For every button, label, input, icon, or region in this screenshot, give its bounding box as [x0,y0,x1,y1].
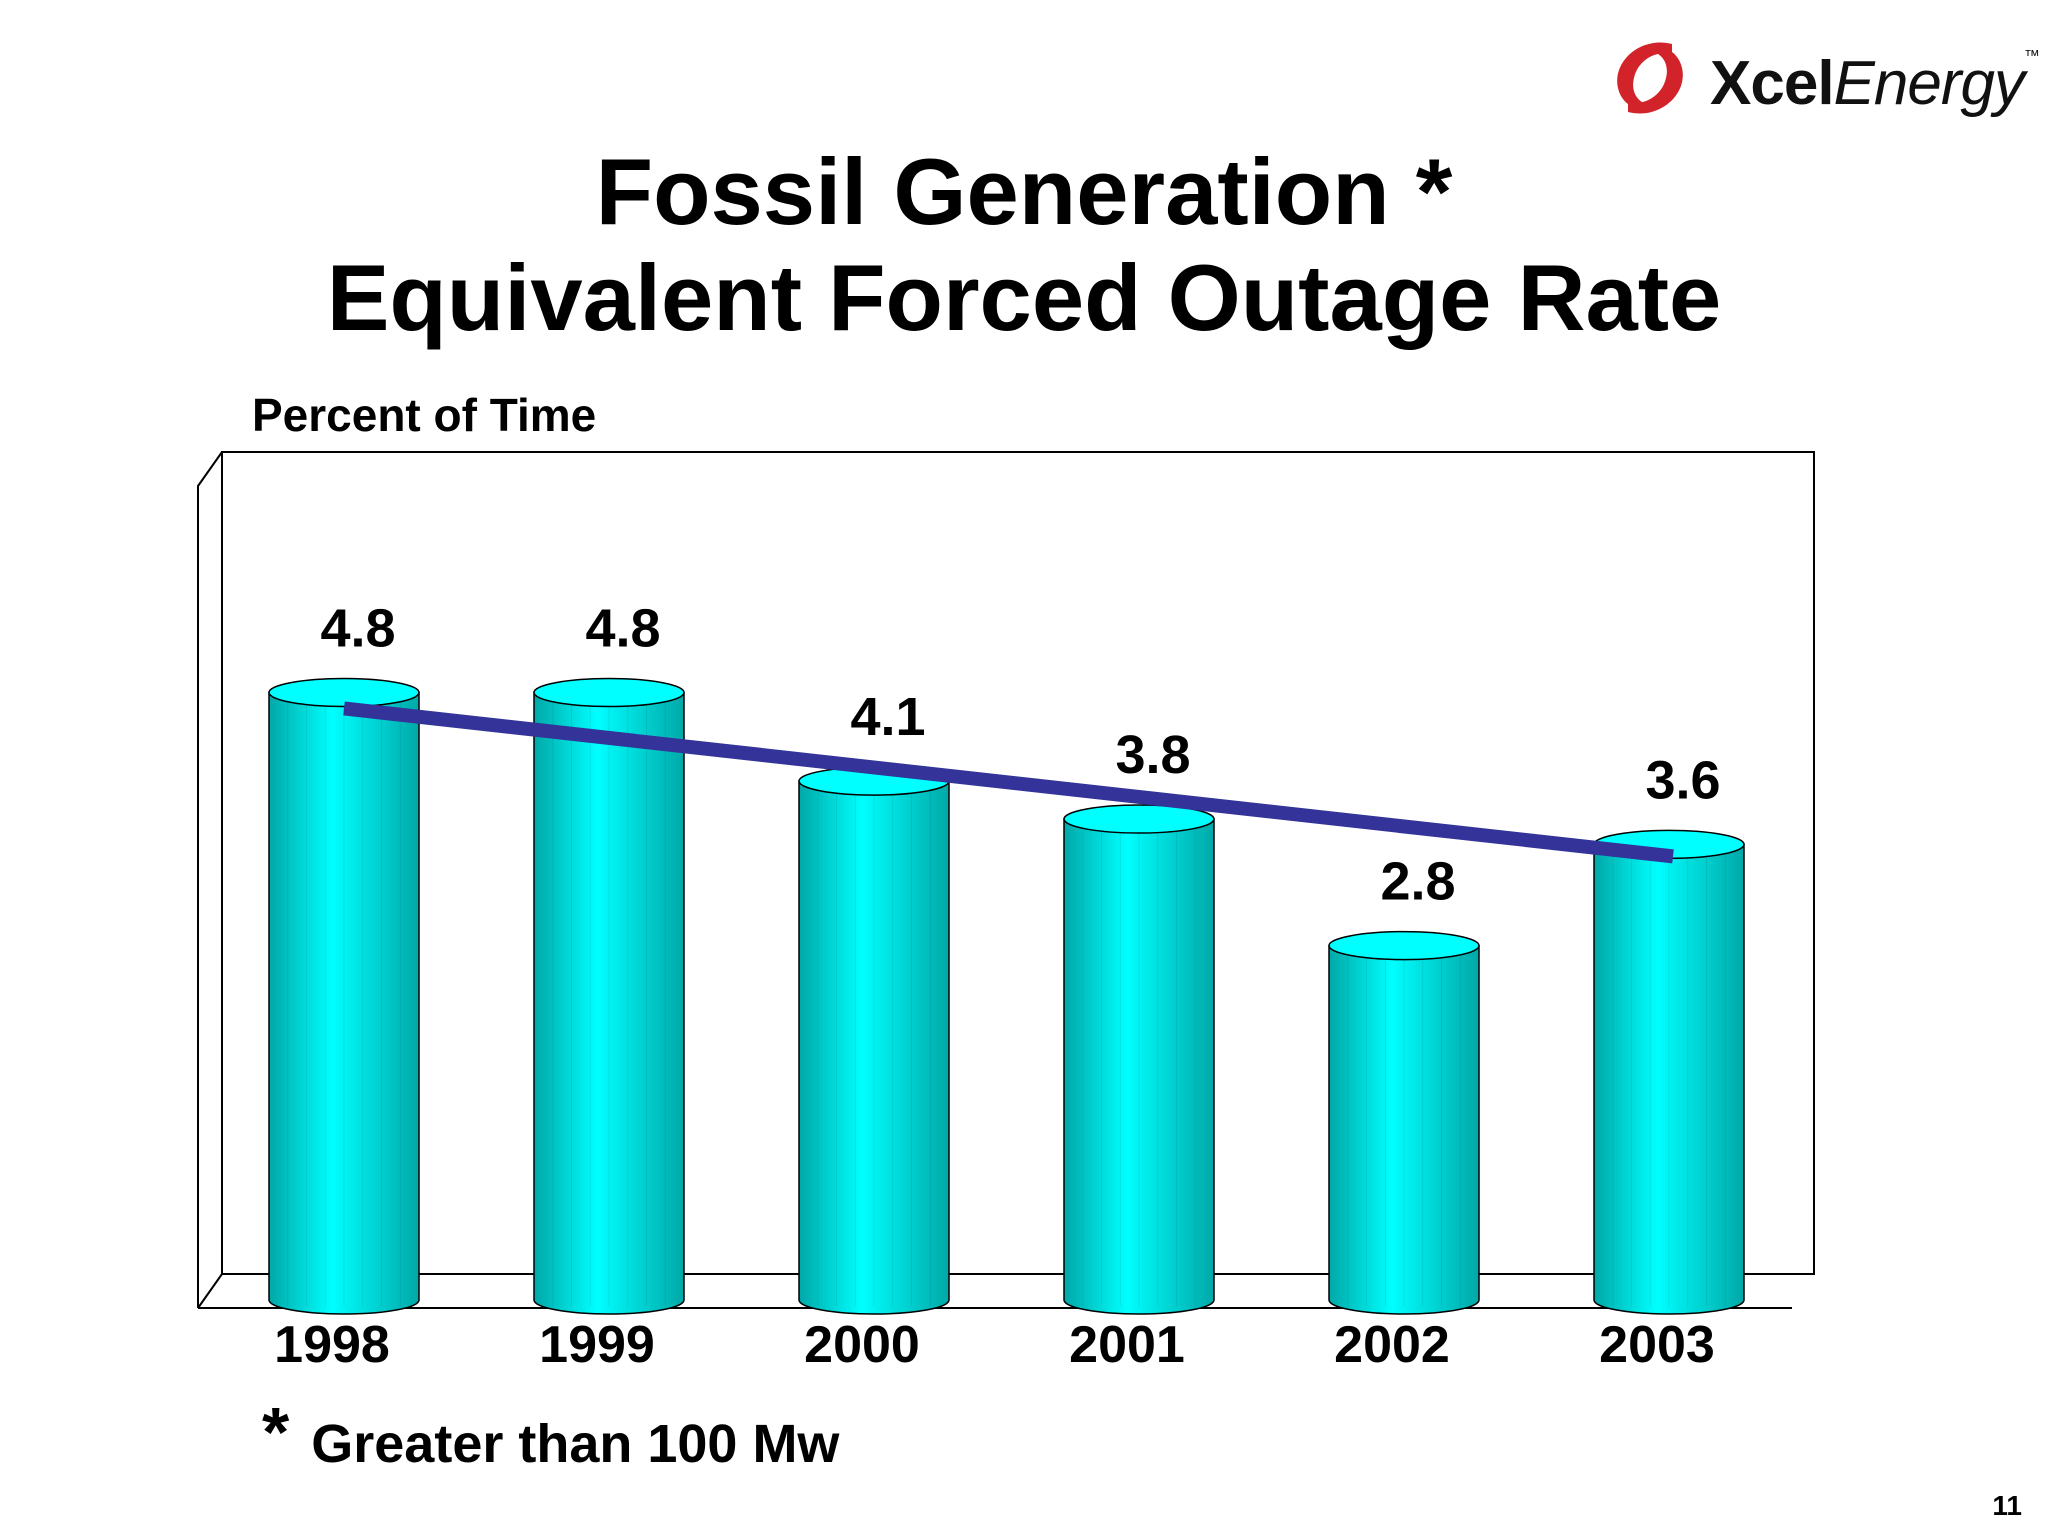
data-label-2001: 3.8 [1115,725,1190,785]
x-tick-label-2000: 2000 [804,1316,920,1374]
bar-1999 [533,677,685,1315]
logo-trademark: ™ [2024,48,2040,65]
x-tick-label-1998: 1998 [274,1316,390,1374]
logo-brand-light: Energy [1833,49,2025,118]
data-label-2000: 4.1 [850,687,925,747]
bar-2002 [1328,930,1480,1315]
x-tick-label-2002: 2002 [1334,1316,1450,1374]
bar-top-2002 [1328,930,1480,961]
x-tick-label-1999: 1999 [539,1316,655,1374]
bar-1998 [268,677,420,1315]
data-label-1999: 4.8 [585,598,660,658]
bar-top-1999 [533,677,685,708]
footnote-marker: * [262,1393,290,1471]
logo-wordmark: XcelEnergy™ [1710,48,2040,119]
footnote: * Greater than 100 Mw [262,1393,840,1478]
logo-brand-bold: Xcel [1710,49,1835,118]
data-label-1998: 4.8 [320,598,395,658]
bar-2000 [798,766,950,1315]
footnote-text: Greater than 100 Mw [311,1414,840,1474]
bar-2003 [1593,829,1745,1315]
data-label-2003: 3.6 [1645,750,1720,810]
page-number: 11 [1992,1490,2022,1521]
chart-title-line2: Equivalent Forced Outage Rate [326,245,1722,350]
x-tick-label-2003: 2003 [1599,1316,1715,1374]
data-label-2002: 2.8 [1380,852,1455,912]
chart-title-line1: Fossil Generation * [595,139,1453,244]
xcel-swoosh-icon [1617,42,1683,114]
bar-top-2001 [1063,804,1215,834]
y-axis-label: Percent of Time [252,389,597,441]
bar-top-1998 [268,677,420,708]
x-tick-label-2001: 2001 [1069,1316,1185,1374]
plot-frame [197,451,1815,1309]
bar-2001 [1063,804,1215,1315]
xcel-energy-logo: XcelEnergy™ [1600,28,2040,128]
trend-line [343,701,1674,864]
